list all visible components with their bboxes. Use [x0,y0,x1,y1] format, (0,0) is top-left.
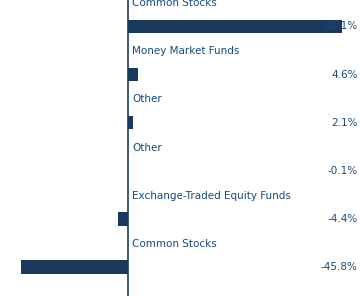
Text: Exchange-Traded Equity Funds: Exchange-Traded Equity Funds [132,191,291,201]
Text: Common Stocks: Common Stocks [132,0,217,8]
Text: Other: Other [132,94,162,104]
Bar [128,20,342,33]
Bar [117,212,128,226]
Bar [128,116,132,129]
Text: -45.8%: -45.8% [321,262,358,272]
Text: Common Stocks: Common Stocks [132,239,217,249]
Text: Other: Other [132,143,162,152]
Text: 2.1%: 2.1% [331,118,358,128]
Text: 92.1%: 92.1% [325,22,358,31]
Text: Money Market Funds: Money Market Funds [132,46,240,56]
Text: -0.1%: -0.1% [328,166,358,176]
Bar [128,68,139,81]
Text: -4.4%: -4.4% [328,214,358,224]
Bar [21,260,128,274]
Text: 4.6%: 4.6% [331,70,358,80]
